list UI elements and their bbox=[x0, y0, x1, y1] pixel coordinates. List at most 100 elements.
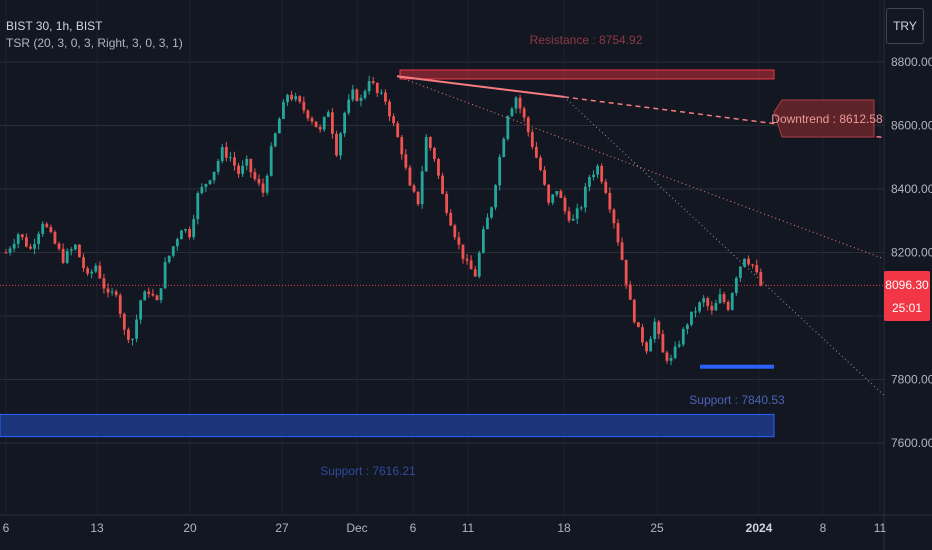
candle-body bbox=[441, 175, 444, 194]
trendline-a bbox=[396, 75, 885, 260]
candle-body bbox=[392, 116, 395, 124]
candle-body bbox=[106, 288, 110, 293]
candle-body bbox=[159, 288, 163, 301]
downtrend-label-box bbox=[773, 99, 875, 138]
candle-body bbox=[25, 237, 28, 247]
candle-body bbox=[347, 99, 351, 113]
x-tick-label: 6 bbox=[410, 521, 417, 535]
y-tick-label: 8400.00 bbox=[891, 182, 932, 196]
candle-body bbox=[645, 342, 648, 352]
candle-body bbox=[563, 197, 567, 212]
candle-body bbox=[375, 83, 379, 93]
candle-body bbox=[669, 357, 673, 361]
candle-body bbox=[551, 194, 555, 203]
candle-body bbox=[196, 193, 200, 220]
candle-body bbox=[396, 123, 400, 138]
candle-body bbox=[726, 302, 730, 310]
candle-body bbox=[184, 229, 187, 231]
candle-body bbox=[722, 294, 726, 303]
candle-body bbox=[143, 291, 147, 301]
indicator-title[interactable]: TSR (20, 3, 0, 3, Right, 3, 0, 3, 1) bbox=[6, 36, 183, 50]
candle-body bbox=[453, 225, 457, 238]
candle-body bbox=[310, 118, 314, 122]
y-tick-label: 7800.00 bbox=[891, 373, 932, 387]
candle-body bbox=[681, 329, 685, 345]
candle-body bbox=[200, 186, 204, 194]
candle-body bbox=[502, 138, 506, 157]
candle-body bbox=[588, 177, 591, 187]
candle-body bbox=[408, 167, 412, 186]
candle-body bbox=[37, 233, 41, 245]
candle-body bbox=[604, 181, 608, 193]
candle-body bbox=[702, 298, 706, 303]
candle-body bbox=[685, 324, 689, 330]
candle-body bbox=[649, 338, 653, 352]
candle-body bbox=[730, 293, 734, 310]
candle-body bbox=[188, 229, 191, 238]
candle-body bbox=[494, 185, 497, 208]
candle-body bbox=[428, 137, 432, 149]
candle-body bbox=[127, 329, 130, 340]
candle-body bbox=[424, 137, 428, 172]
candle-body bbox=[608, 192, 612, 210]
candle-body bbox=[579, 207, 583, 209]
x-tick-label: 27 bbox=[275, 521, 289, 535]
candle-body bbox=[41, 223, 45, 234]
candle-body bbox=[600, 165, 604, 182]
candle-body bbox=[400, 137, 404, 155]
symbol-title[interactable]: BIST 30, 1h, BIST bbox=[6, 19, 103, 33]
candle-body bbox=[318, 127, 322, 130]
y-tick-label: 8200.00 bbox=[891, 246, 932, 260]
currency-button[interactable]: TRY bbox=[886, 8, 924, 44]
candle-body bbox=[167, 255, 171, 263]
candle-body bbox=[535, 146, 538, 158]
candle-body bbox=[245, 158, 249, 166]
x-tick-label: 11 bbox=[874, 521, 887, 535]
candle-body bbox=[118, 295, 122, 314]
support-zone-lower bbox=[0, 413, 775, 438]
candle-body bbox=[122, 313, 126, 330]
candle-body bbox=[751, 264, 755, 266]
price-axis[interactable]: 8800.00 8600.00 8400.00 8200.00 7800.00 7600.… bbox=[891, 55, 932, 450]
candle-body bbox=[306, 110, 310, 119]
candle-body bbox=[355, 89, 359, 101]
candle-timer: 25:01 bbox=[892, 301, 922, 315]
candle-body bbox=[290, 94, 293, 100]
time-axis[interactable]: 6 13 20 27 Dec 6 11 18 25 2024 8 11 bbox=[3, 521, 887, 535]
chart-legend: BIST 30, 1h, BIST TSR (20, 3, 0, 3, Righ… bbox=[6, 18, 183, 52]
support-lower-label: Support : 7616.21 bbox=[320, 464, 416, 478]
candle-body bbox=[204, 183, 208, 187]
candle-body bbox=[220, 147, 224, 162]
candle-body bbox=[624, 259, 628, 285]
candle-body bbox=[477, 252, 481, 277]
candle-body bbox=[706, 298, 710, 306]
candle-body bbox=[547, 184, 551, 203]
candle-body bbox=[486, 217, 489, 230]
candle-body bbox=[665, 352, 669, 361]
candle-body bbox=[294, 96, 298, 100]
candle-body bbox=[412, 185, 416, 192]
candle-body bbox=[510, 108, 514, 117]
trend-lines bbox=[0, 75, 885, 396]
candle-body bbox=[139, 300, 143, 320]
candle-body bbox=[163, 262, 167, 289]
candle-body bbox=[249, 158, 253, 173]
candle-body bbox=[641, 327, 644, 343]
candle-body bbox=[241, 165, 245, 174]
candle-body bbox=[363, 91, 367, 98]
candle-body bbox=[530, 132, 534, 147]
candle-body bbox=[384, 92, 387, 102]
candle-body bbox=[237, 165, 240, 174]
candle-body bbox=[616, 223, 620, 243]
x-tick-label: 11 bbox=[462, 521, 475, 535]
candle-body bbox=[514, 97, 518, 109]
candle-body bbox=[16, 234, 20, 244]
candle-body bbox=[61, 248, 65, 263]
candle-body bbox=[45, 223, 49, 228]
candle-body bbox=[449, 212, 453, 226]
candle-body bbox=[314, 121, 318, 128]
candle-body bbox=[224, 147, 228, 158]
candle-body bbox=[543, 169, 546, 185]
x-tick-label: 2024 bbox=[746, 521, 773, 535]
